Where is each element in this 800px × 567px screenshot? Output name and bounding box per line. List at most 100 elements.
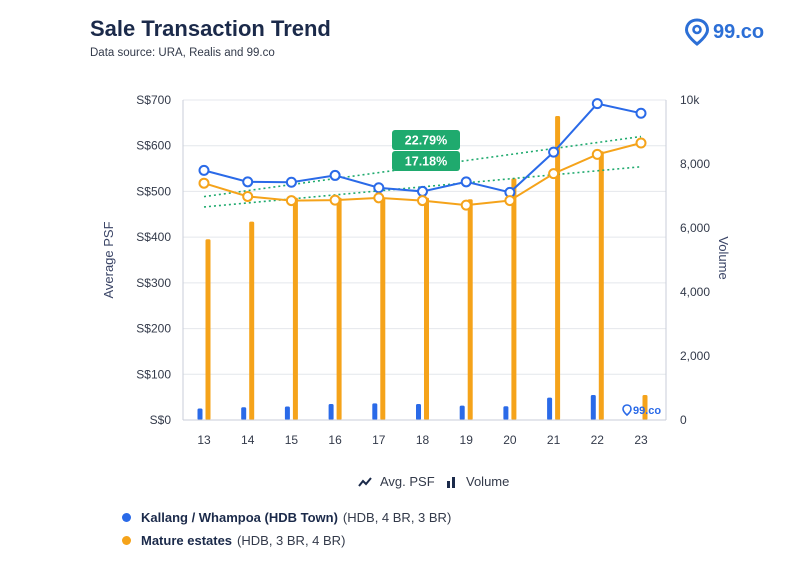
volume-bar (467, 199, 473, 420)
volume-bar (459, 405, 465, 420)
psf-point (417, 195, 428, 207)
psf-point (591, 98, 603, 110)
x-tick-label: 14 (241, 433, 255, 447)
right-tick-label: 4,000 (680, 285, 710, 299)
x-tick-label: 21 (547, 433, 561, 447)
volume-bar (598, 151, 604, 420)
left-tick-label: S$700 (136, 93, 171, 107)
location-pin-icon (684, 18, 710, 46)
trend-lines: 22.79% 17.18% (203, 130, 642, 208)
right-tick-label: 10k (680, 93, 700, 107)
x-tick-label: 20 (503, 433, 517, 447)
volume-bar (424, 197, 429, 420)
volume-bar (205, 239, 211, 420)
trend-line (203, 165, 642, 208)
volume-bar (503, 406, 509, 420)
volume-bar (197, 408, 203, 420)
legend-name: Kallang / Whampoa (HDB Town) (141, 510, 338, 525)
watermark-text: 99.co (633, 405, 661, 417)
volume-bar (511, 178, 517, 420)
chart-title: Sale Transaction Trend (90, 16, 331, 41)
volume-bar (642, 395, 648, 420)
psf-point (548, 146, 560, 158)
volume-bar (372, 403, 378, 420)
location-pin-icon (622, 404, 632, 417)
x-tick-label: 22 (591, 433, 605, 447)
psf-point (329, 194, 341, 206)
trend-badge-label: 17.18% (405, 155, 447, 169)
legend-dot-blue (122, 513, 131, 522)
x-tick-label: 23 (634, 433, 648, 447)
left-tick-label: S$600 (136, 139, 171, 153)
volume-bar (590, 395, 596, 420)
psf-point (373, 192, 385, 204)
psf-point (329, 169, 341, 181)
volume-bar (555, 116, 561, 420)
left-tick-label: S$100 (136, 367, 171, 381)
right-tick-label: 0 (680, 413, 687, 427)
psf-point (242, 176, 254, 188)
axes: S$0 S$100 S$200 S$300 S$400 S$500 S$600 S$700 0 2… (101, 93, 731, 447)
psf-point (373, 182, 385, 194)
psf-point (417, 185, 428, 197)
volume-bar (547, 397, 553, 420)
psf-point (285, 195, 297, 207)
toggle-volume-label: Volume (466, 474, 510, 489)
line-chart-icon (358, 476, 372, 487)
x-tick-label: 19 (460, 433, 474, 447)
legend-name: Mature estates (141, 533, 233, 548)
volume-bar (249, 221, 255, 420)
left-tick-label: S$200 (136, 322, 171, 336)
x-tick-label: 15 (285, 433, 299, 447)
psf-point (198, 177, 210, 189)
left-tick-label: S$400 (136, 230, 171, 244)
left-tick-label: S$300 (136, 276, 171, 290)
right-tick-label: 2,000 (680, 349, 710, 363)
psf-point (460, 199, 472, 211)
toggle-avg-psf-label: Avg. PSF (380, 474, 435, 489)
brand-name: 99.co (713, 20, 765, 43)
bar-chart-icon (447, 476, 455, 488)
psf-point (504, 195, 516, 207)
toggle-avg-psf[interactable]: Avg. PSF (358, 474, 435, 489)
trend-badge-label: 22.79% (405, 134, 447, 148)
volume-bar (380, 197, 386, 420)
toggle-volume[interactable]: Volume (446, 474, 509, 489)
volume-bar (241, 407, 247, 420)
volume-bar (328, 404, 334, 420)
chart-subtitle: Data source: URA, Realis and 99.co (90, 47, 275, 59)
psf-point (460, 176, 472, 188)
volume-bar (416, 404, 421, 420)
legend-dot-orange (122, 536, 131, 545)
psf-point (285, 176, 297, 188)
psf-point (591, 148, 603, 160)
legend-item-mature[interactable]: Mature estates (HDB, 3 BR, 4 BR) (122, 533, 345, 548)
left-tick-label: S$0 (150, 413, 172, 427)
psf-point (548, 168, 560, 180)
right-tick-label: 6,000 (680, 221, 710, 235)
trend-badge (392, 151, 460, 171)
legend-item-kallang[interactable]: Kallang / Whampoa (HDB Town) (HDB, 4 BR,… (122, 510, 451, 525)
psf-lines (198, 98, 647, 211)
psf-point (198, 164, 210, 176)
volume-bar (292, 197, 298, 420)
right-tick-label: 8,000 (680, 157, 710, 171)
right-axis-title: Volume (716, 236, 731, 279)
x-tick-label: 17 (372, 433, 386, 447)
left-tick-label: S$500 (136, 184, 171, 198)
legend-detail: (HDB, 4 BR, 3 BR) (342, 510, 452, 525)
volume-bar (284, 406, 290, 420)
volume-bar (336, 197, 342, 420)
left-axis-title: Average PSF (101, 221, 116, 298)
volume-bars (197, 116, 648, 420)
x-tick-label: 13 (197, 433, 211, 447)
watermark-logo: 99.co (622, 404, 661, 417)
psf-point (635, 107, 647, 119)
psf-point (635, 137, 647, 149)
psf-point (242, 190, 254, 202)
legend-detail: (HDB, 3 BR, 4 BR) (237, 533, 346, 548)
x-tick-label: 16 (328, 433, 342, 447)
brand-logo: 99.co (684, 18, 764, 46)
x-tick-label: 18 (416, 433, 430, 447)
